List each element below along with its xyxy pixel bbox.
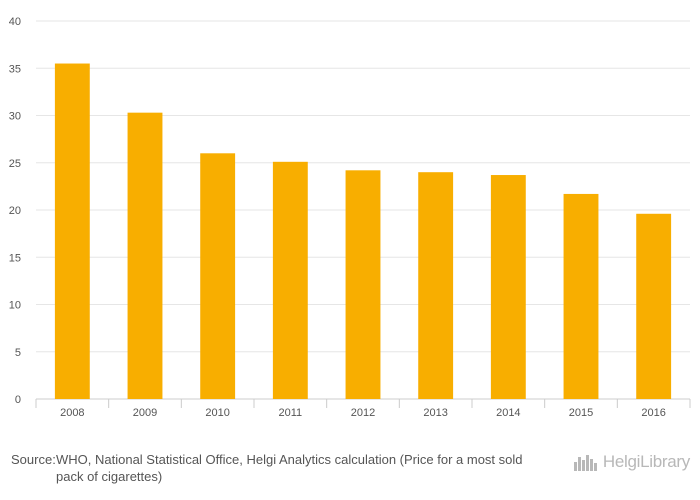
source-text: WHO, National Statistical Office, Helgi …: [56, 452, 523, 484]
bar-2014: [490, 175, 526, 399]
x-tick-label: 2014: [496, 407, 520, 419]
bar-2010: [200, 153, 236, 399]
bar-2011: [272, 161, 308, 399]
x-tick-label: 2011: [279, 407, 303, 419]
bar-2012: [345, 170, 381, 399]
x-tick-label: 2015: [569, 407, 593, 419]
y-tick-label: 20: [9, 205, 21, 217]
source-note: Source:WHO, National Statistical Office,…: [11, 451, 551, 485]
bar-2009: [127, 112, 163, 399]
y-tick-label: 25: [9, 158, 21, 170]
bar-2013: [418, 172, 454, 399]
x-tick-label: 2012: [351, 407, 375, 419]
source-prefix: Source:: [11, 452, 56, 467]
bar-2015: [563, 193, 599, 399]
y-tick-label: 30: [9, 111, 21, 123]
y-tick-label: 15: [9, 252, 21, 264]
bar-chart: 0 5 10 15 20 25 30 35 40 2008 2009 2010 2011 2012 2013…: [9, 16, 691, 419]
y-tick-label: 5: [15, 347, 21, 359]
city-skyline-icon: [573, 455, 597, 471]
y-tick-label: 0: [15, 394, 21, 406]
brand-logo[interactable]: HelgiLibrary: [573, 451, 690, 473]
y-tick-label: 40: [9, 16, 21, 28]
bar-2008: [54, 63, 90, 400]
y-tick-label: 10: [9, 300, 21, 312]
x-tick-label: 2013: [423, 407, 447, 419]
x-tick-label: 2010: [205, 407, 229, 419]
x-tick-label: 2009: [133, 407, 157, 419]
brand-name: HelgiLibrary: [602, 452, 690, 471]
x-tick-label: 2016: [641, 407, 665, 419]
bar-2016: [636, 213, 672, 399]
y-tick-label: 35: [9, 63, 21, 75]
x-tick-label: 2008: [60, 407, 84, 419]
